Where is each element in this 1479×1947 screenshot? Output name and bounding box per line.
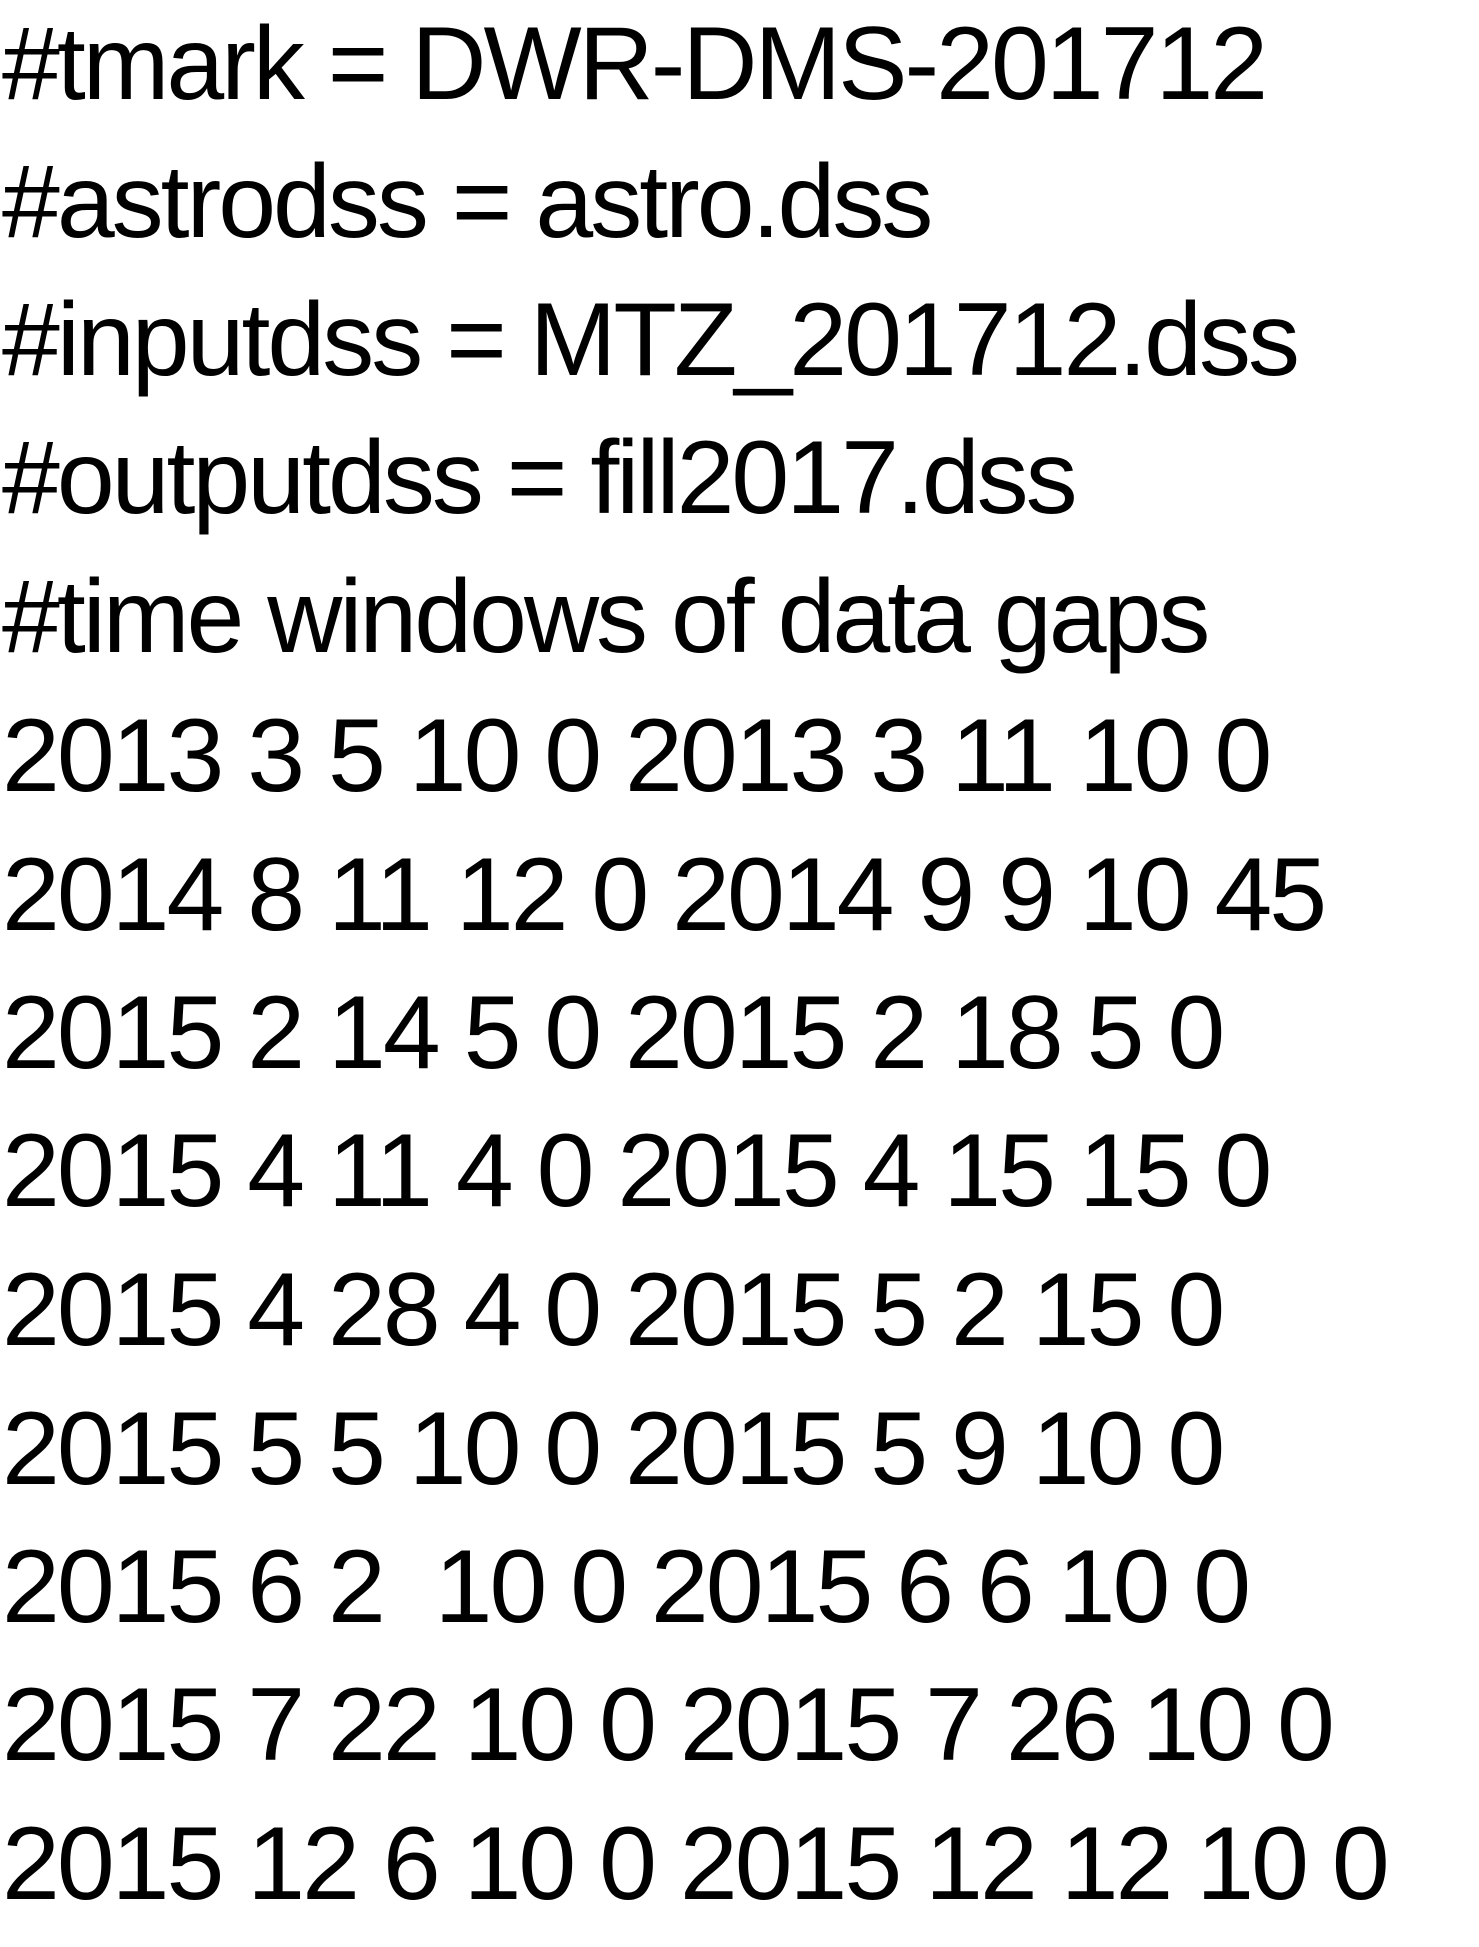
gap-window-line: 2013 3 5 10 0 2013 3 11 10 0 <box>2 698 1272 814</box>
gap-window-line: 2015 5 5 10 0 2015 5 9 10 0 <box>2 1391 1225 1507</box>
astrodss-line: #astrodss = astro.dss <box>2 144 933 260</box>
gap-window-line: 2015 4 28 4 0 2015 5 2 15 0 <box>2 1252 1225 1368</box>
gap-window-line: 2015 7 22 10 0 2015 7 26 10 0 <box>2 1667 1335 1783</box>
gap-section-heading: #time windows of data gaps <box>2 559 1210 675</box>
gap-window-line: 2015 12 6 10 0 2015 12 12 10 0 <box>2 1806 1390 1922</box>
gap-window-line: 2015 6 2 10 0 2015 6 6 10 0 <box>2 1529 1251 1645</box>
gap-window-line: 2015 2 14 5 0 2015 2 18 5 0 <box>2 975 1225 1091</box>
gap-window-line: 2015 4 11 4 0 2015 4 15 15 0 <box>2 1113 1272 1229</box>
outputdss-line: #outputdss = fill2017.dss <box>2 420 1078 536</box>
inputdss-line: #inputdss = MTZ_201712.dss <box>2 282 1300 398</box>
gap-window-line: 2014 8 11 12 0 2014 9 9 10 45 <box>2 837 1327 953</box>
tmark-line: #tmark = DWR-DMS-201712 <box>2 6 1268 122</box>
